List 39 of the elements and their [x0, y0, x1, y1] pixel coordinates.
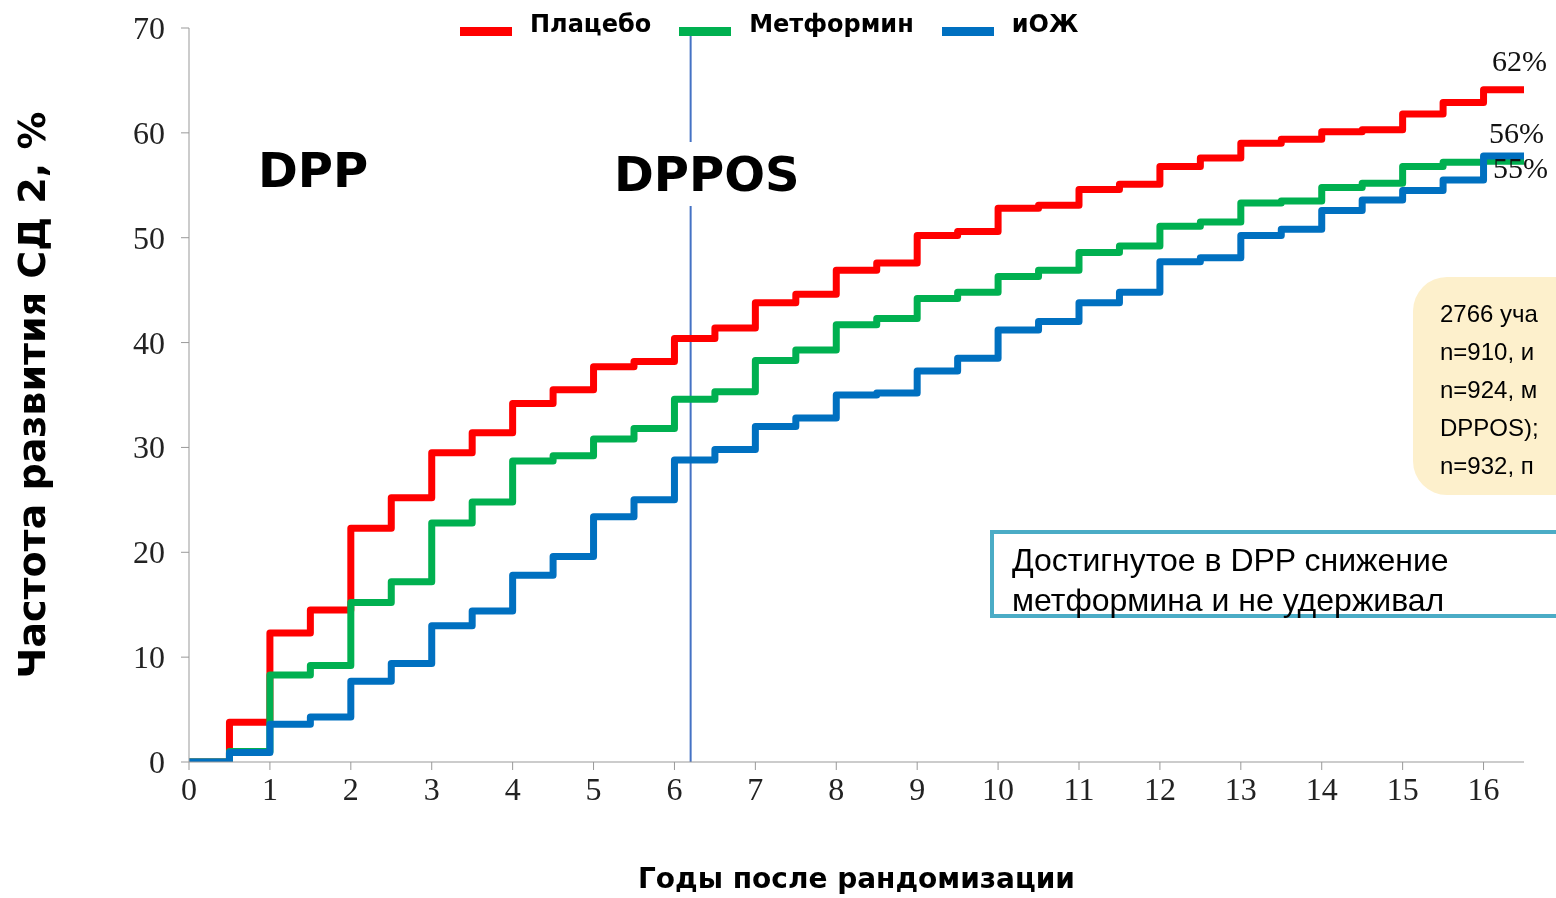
- y-tick-label: 60: [133, 114, 165, 151]
- y-axis-title: Частота развития СД 2, %: [10, 111, 54, 679]
- x-tick-label: 4: [504, 771, 521, 807]
- x-tick-label: 5: [585, 771, 602, 807]
- note-frame: Достигнутое в DPP снижение метформина и не удерживал: [990, 530, 1556, 618]
- y-tick-label: 30: [133, 429, 165, 466]
- note-card: 2766 уча n=910, и n=924, м DPPOS); n=932, п: [1413, 277, 1556, 495]
- x-tick-label: 10: [982, 771, 1015, 807]
- annotation: 2766 уча n=910, и n=924, м DPPOS); n=932, п: [1440, 299, 1540, 481]
- annotation: 56%: [1489, 116, 1544, 150]
- x-tick-label: 12: [1143, 771, 1176, 807]
- x-tick-label: 7: [747, 771, 764, 807]
- x-tick-label: 13: [1224, 771, 1257, 807]
- y-tick-label: 20: [133, 534, 165, 571]
- x-axis-title: Годы после рандомизации: [637, 862, 1076, 895]
- x-tick-label: 1: [261, 771, 278, 807]
- x-tick-label: 3: [423, 771, 440, 807]
- x-tick-label: 9: [909, 771, 926, 807]
- y-tick-label: 50: [133, 219, 165, 256]
- x-tick-label: 6: [666, 771, 683, 807]
- legend-label: Метформин: [749, 10, 914, 38]
- annotation: Достигнутое в DPP снижение метформина и не удерживал: [1012, 541, 1450, 620]
- x-tick-label: 11: [1063, 771, 1095, 807]
- y-tick-label: 10: [133, 639, 165, 676]
- annotation: DPP: [258, 142, 369, 198]
- x-tick-label: 2: [342, 771, 359, 807]
- annotation: 62%: [1492, 44, 1547, 78]
- x-tick-label: 0: [181, 771, 197, 807]
- x-tick-label: 14: [1305, 771, 1338, 807]
- x-tick-label: 16: [1467, 771, 1500, 807]
- annotation: DPPOS: [614, 142, 800, 206]
- legend-label: Плацебо: [530, 10, 652, 38]
- y-tick-label: 0: [149, 744, 165, 780]
- y-tick-label: 40: [133, 324, 165, 361]
- y-tick-label: 70: [133, 10, 165, 46]
- legend-label: иОЖ: [1011, 10, 1079, 38]
- annotation: 55%: [1493, 151, 1548, 185]
- x-tick-label: 8: [828, 771, 845, 807]
- x-tick-label: 15: [1386, 771, 1419, 807]
